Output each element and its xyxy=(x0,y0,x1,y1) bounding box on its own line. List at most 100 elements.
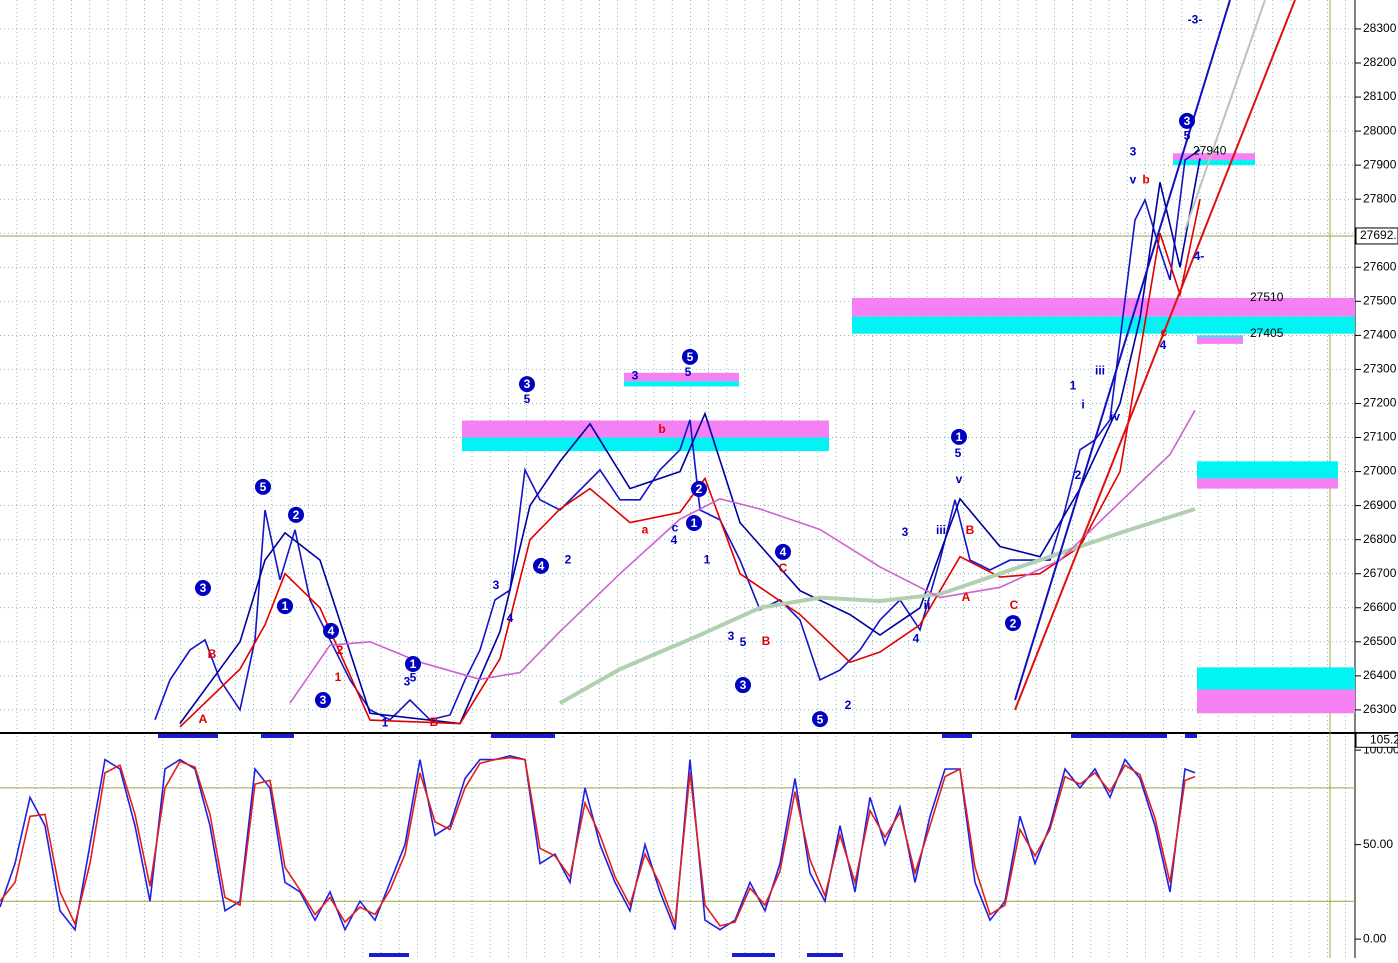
wave-label: C xyxy=(1010,598,1019,612)
wave-label: B xyxy=(966,523,975,537)
wave-label: ii xyxy=(924,598,931,612)
y-tick-label: 27400 xyxy=(1363,328,1397,342)
zone-cyan xyxy=(624,381,739,387)
wave-label: v xyxy=(1130,172,1137,186)
signal-bar xyxy=(158,734,218,738)
wave-label: 3 xyxy=(404,675,411,689)
wave-circle xyxy=(519,376,535,393)
wave-circle xyxy=(533,557,549,574)
wave-label: iii xyxy=(936,523,946,537)
zone-pink xyxy=(1173,153,1255,161)
wave-label: b xyxy=(658,422,665,436)
wave-label: 3 xyxy=(632,368,639,382)
wave-circle xyxy=(775,543,791,560)
y-tick-label: 27200 xyxy=(1363,396,1397,410)
wave-label: 5 xyxy=(685,365,692,379)
series-line xyxy=(0,756,1196,927)
wave-label: 3 xyxy=(200,581,207,595)
wave-label: 2 xyxy=(845,698,852,712)
readout-label: 105.2 xyxy=(1370,732,1398,746)
wave-label: 2 xyxy=(337,643,344,657)
y-tick-label: 28000 xyxy=(1363,123,1397,137)
y-tick-label: 27300 xyxy=(1363,362,1397,376)
y-tick-label: 28100 xyxy=(1363,89,1397,103)
wave-label: 3 xyxy=(1184,114,1191,128)
wave-label: B xyxy=(430,715,439,729)
readout-box xyxy=(1355,732,1398,748)
wave-label: 3 xyxy=(320,693,327,707)
y-tick-label: 27900 xyxy=(1363,157,1397,171)
zone-cyan xyxy=(1173,160,1255,166)
series-line xyxy=(179,158,1201,725)
wave-label: 3 xyxy=(524,377,531,391)
wave-label: 2 xyxy=(565,552,572,566)
wave-label: 5 xyxy=(260,480,267,494)
y-tick-label: 27100 xyxy=(1363,430,1397,444)
wave-circle xyxy=(686,514,702,531)
y-tick-label: 26400 xyxy=(1363,668,1397,682)
signal-bar xyxy=(1071,734,1167,738)
wave-label: 4 xyxy=(671,533,678,547)
wave-label: 3 xyxy=(493,578,500,592)
wave-label: 5 xyxy=(524,392,531,406)
trend-line xyxy=(1014,0,1296,711)
wave-label: 2 xyxy=(1010,616,1017,630)
signal-bars xyxy=(158,734,1197,957)
signal-bar xyxy=(1185,734,1197,738)
wave-label: 3 xyxy=(1130,144,1137,158)
zone-pink xyxy=(852,297,1355,317)
zone-cyan xyxy=(462,437,829,452)
price-box xyxy=(1355,227,1398,245)
wave-label: 3 xyxy=(728,629,735,643)
wave-label: 4 xyxy=(913,631,920,645)
wave-label: 1 xyxy=(382,716,389,730)
y-tick-label: 27600 xyxy=(1363,259,1397,273)
y-tick-label: 26900 xyxy=(1363,498,1397,512)
y-tick-label: 27800 xyxy=(1363,191,1397,205)
y-tick-label: 26300 xyxy=(1363,702,1397,716)
wave-circle xyxy=(951,428,967,445)
signal-bar xyxy=(942,734,972,738)
wave-label: 3 xyxy=(902,525,909,539)
wave-label: i xyxy=(1081,397,1084,411)
zone-pink xyxy=(1197,689,1355,714)
wave-label: 1 xyxy=(956,430,963,444)
y-tick-label: 28300 xyxy=(1363,21,1397,35)
zone-pink xyxy=(462,420,829,438)
wave-label: B xyxy=(762,634,771,648)
wave-label: b xyxy=(1142,172,1149,186)
y-tick-label: 26700 xyxy=(1363,566,1397,580)
wave-label: 4 xyxy=(1160,338,1167,352)
series-line xyxy=(179,199,1201,728)
trend-line xyxy=(1014,0,1231,701)
y-tick-label: 26600 xyxy=(1363,600,1397,614)
wave-label: 1 xyxy=(691,516,698,530)
wave-label: 5 xyxy=(740,635,747,649)
wave-label: 3 xyxy=(740,678,747,692)
wave-label: iv xyxy=(1110,409,1120,423)
wave-label: 5 xyxy=(817,712,824,726)
y-tick-label: 27500 xyxy=(1363,294,1397,308)
signal-bar xyxy=(732,953,775,957)
signal-bar xyxy=(261,734,294,738)
wave-label: c xyxy=(1161,325,1168,339)
wave-label: 2 xyxy=(696,482,703,496)
y-tick-label: 26800 xyxy=(1363,532,1397,546)
wave-label: 1 xyxy=(410,657,417,671)
wave-label: iii xyxy=(1095,363,1105,377)
signal-bar xyxy=(807,953,843,957)
wave-label: 1 xyxy=(335,670,342,684)
wave-circle xyxy=(255,478,271,495)
wave-label: -3- xyxy=(1188,12,1203,26)
wave-label: 4 xyxy=(538,559,545,573)
wave-label: v xyxy=(956,472,963,486)
y-tick-label: 26500 xyxy=(1363,634,1397,648)
level-label: 27405 xyxy=(1250,326,1284,340)
zone-pink xyxy=(1197,478,1338,489)
zone-pink xyxy=(1197,337,1243,344)
wave-circle xyxy=(277,598,293,615)
y-tick-label: 27000 xyxy=(1363,464,1397,478)
